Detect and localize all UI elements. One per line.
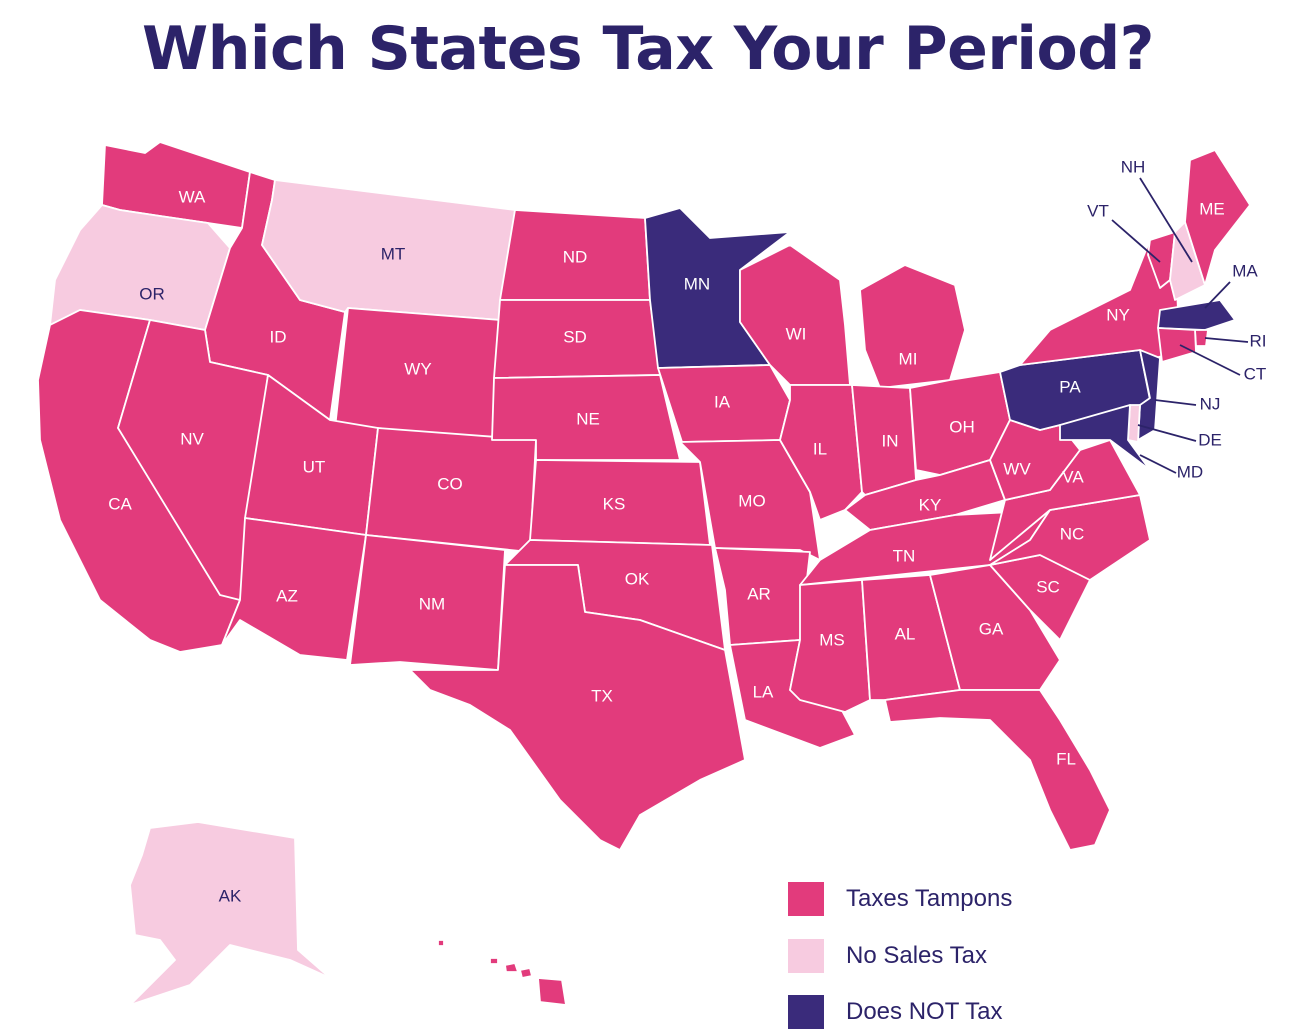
state-label-ma: MA [1232,261,1258,280]
state-fl [884,689,1111,851]
state-label-il: IL [813,439,827,458]
state-label-ok: OK [625,569,650,588]
state-label-ne: NE [576,409,600,428]
state-label-oh: OH [949,417,975,436]
legend-item-does-not-tax: Does NOT Tax [788,995,1003,1029]
legend-swatch-does-not-tax [788,995,824,1029]
state-label-wy: WY [404,359,431,378]
state-labels: WA OR CA ID NV MT WY UT AZ CO NM ND SD NE KS OK TX MN IA MO… [108,157,1266,1001]
state-label-la: LA [753,682,774,701]
state-label-ga: GA [979,619,1004,638]
state-label-de: DE [1198,430,1222,449]
state-label-wv: WV [1003,459,1031,478]
state-label-nd: ND [563,247,588,266]
state-label-in: IN [882,431,899,450]
legend-label-does-not-tax: Does NOT Tax [846,998,1003,1025]
state-ak [129,821,331,1006]
state-label-mo: MO [738,491,765,510]
state-label-ny: NY [1106,305,1130,324]
state-label-nh: NH [1121,157,1146,176]
state-me [1184,149,1251,286]
leader-line-md [1139,454,1177,474]
states-layer [37,141,1251,1006]
legend-swatch-no-sales-tax [788,939,824,973]
state-label-nj: NJ [1200,394,1221,413]
state-label-sc: SC [1036,577,1060,596]
state-label-al: AL [895,624,916,643]
legend-item-no-sales-tax: No Sales Tax [788,939,987,973]
state-label-fl: FL [1056,749,1076,768]
state-label-me: ME [1199,199,1225,218]
state-nm [349,534,506,671]
state-label-nm: NM [419,594,445,613]
state-label-ri: RI [1250,331,1267,350]
leader-line-ma [1204,281,1231,309]
state-label-ky: KY [919,495,942,514]
state-label-md: MD [1177,462,1203,481]
state-label-mt: MT [381,244,406,263]
page-title: Which States Tax Your Period? [142,14,1154,84]
state-label-mi: MI [899,349,918,368]
state-label-ks: KS [603,494,626,513]
state-tx [409,564,746,851]
state-label-wa: WA [179,187,206,206]
state-label-tx: TX [591,686,613,705]
state-label-ak: AK [219,886,242,905]
leader-line-nj [1154,399,1197,406]
state-label-wi: WI [786,324,807,343]
state-label-sd: SD [563,327,587,346]
state-label-co: CO [437,474,463,493]
state-mi [859,264,966,389]
state-label-or: OR [139,284,165,303]
state-label-ut: UT [303,457,326,476]
state-label-ar: AR [747,584,771,603]
state-label-vt: VT [1087,201,1109,220]
state-label-ca: CA [108,494,132,513]
state-nc [989,494,1151,581]
state-label-mn: MN [684,274,710,293]
label-leader-lines [1111,177,1249,474]
state-label-nc: NC [1060,524,1085,543]
state-hi [437,939,567,1006]
state-label-va: VA [1062,467,1084,486]
leader-line-de [1137,424,1197,442]
state-label-nv: NV [180,429,204,448]
state-label-id: ID [270,327,287,346]
state-label-hi: HI [469,982,486,1001]
state-label-pa: PA [1059,377,1081,396]
legend-label-no-sales-tax: No Sales Tax [846,942,987,969]
state-label-ct: CT [1244,364,1267,383]
state-md [1059,404,1151,471]
legend-label-taxes: Taxes Tampons [846,885,1013,912]
leader-line-ri [1204,337,1249,343]
state-label-ia: IA [714,392,731,411]
state-label-az: AZ [276,586,298,605]
leader-line-nh [1139,177,1193,263]
leader-line-vt [1111,219,1161,263]
state-ct [1157,327,1197,363]
legend-item-taxes: Taxes Tampons [788,882,1012,916]
state-label-ms: MS [819,630,845,649]
legend-swatch-taxes [788,882,824,916]
leader-line-ct [1179,344,1241,376]
state-label-tn: TN [893,546,916,565]
